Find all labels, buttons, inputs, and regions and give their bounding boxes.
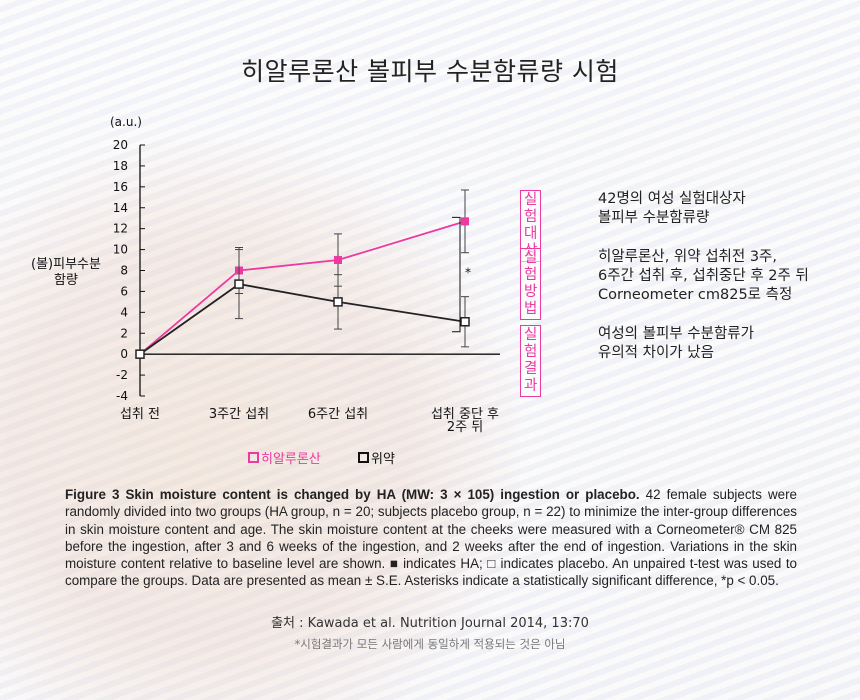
- y-tick-label: 18: [113, 159, 128, 173]
- info-text: 히알루론산, 위약 섭취전 3주, 6주간 섭취 후, 섭취중단 후 2주 뒤 …: [598, 249, 809, 303]
- data-point-placebo: [460, 316, 470, 327]
- x-tick-label: 섭취 전: [120, 407, 160, 422]
- data-point-placebo: [333, 297, 343, 307]
- data-point-placebo: [234, 279, 244, 289]
- y-tick-label: 6: [120, 284, 128, 298]
- y-tick-label: 14: [113, 201, 128, 215]
- x-tick-label: 섭취 중단 후: [431, 407, 499, 422]
- y-tick-label: 8: [120, 264, 128, 278]
- data-point-ha: [461, 217, 469, 226]
- x-tick-label: 2주 뒤: [447, 420, 483, 435]
- y-tick-label: 2: [120, 326, 128, 340]
- y-tick-label: 20: [113, 138, 128, 152]
- disclaimer: *시험결과가 모든 사람에게 동일하게 적용되는 것은 아님: [294, 637, 566, 651]
- significance-bracket: *: [452, 216, 471, 333]
- figure-caption: Figure 3 Skin moisture content is change…: [65, 486, 797, 590]
- x-tick-label: 6주간 섭취: [308, 407, 368, 422]
- info-text: 42명의 여성 실험대상자 볼피부 수분함류량: [598, 191, 746, 226]
- data-point-ha: [334, 256, 342, 265]
- y-tick-label: 0: [120, 347, 128, 361]
- page-title: 히알루론산 볼피부 수분함류량 시험: [241, 57, 619, 86]
- chart-axes: -4 -2 0 2 4 6 8 10 12 14 16 18 20 섭취 전 3주간 섭취 6주간 섭취 섭취 …: [113, 138, 500, 435]
- legend-label-placebo: 위약: [371, 452, 395, 467]
- chart-svg: -4 -2 0 2 4 6 8 10 12 14 16 18 20 섭취 전 3주간 섭취 6주간 섭취 섭취 …: [113, 138, 500, 435]
- chart-series: [135, 189, 470, 359]
- legend-item-ha: 히알루론산: [248, 448, 321, 467]
- info-text: 여성의 볼피부 수분함류가 유의적 차이가 났음: [598, 326, 754, 361]
- x-tick-label: 3주간 섭취: [209, 407, 269, 422]
- y-tick-label: 10: [113, 243, 128, 257]
- series-line-placebo: [139, 283, 466, 355]
- data-point-placebo: [135, 349, 145, 359]
- significance-label: *: [465, 266, 471, 280]
- legend-open-square-icon: [358, 452, 369, 463]
- series-line-ha: [139, 220, 466, 355]
- y-tick-label: -4: [116, 389, 128, 403]
- y-axis-label: (볼)피부수분 함량: [31, 257, 101, 288]
- legend-item-placebo: 위약: [358, 448, 395, 467]
- info-tag: 실험결과: [520, 325, 542, 397]
- y-tick-label: 4: [120, 305, 128, 319]
- legend-label-ha: 히알루론산: [261, 452, 321, 467]
- y-tick-label: 16: [113, 180, 128, 194]
- y-tick-label: -2: [116, 368, 128, 382]
- significance-line: [452, 216, 461, 333]
- source-citation: 출처 : Kawada et al. Nutrition Journal 201…: [271, 616, 589, 631]
- y-axis-unit: (a.u.): [110, 115, 142, 129]
- caption-title: Figure 3 Skin moisture content is change…: [65, 487, 640, 502]
- legend-open-square-icon: [248, 452, 259, 463]
- info-tag: 실험방법: [520, 248, 542, 320]
- caption-body: 42 female subjects were randomly divided…: [65, 487, 798, 589]
- y-tick-label: 12: [113, 222, 128, 236]
